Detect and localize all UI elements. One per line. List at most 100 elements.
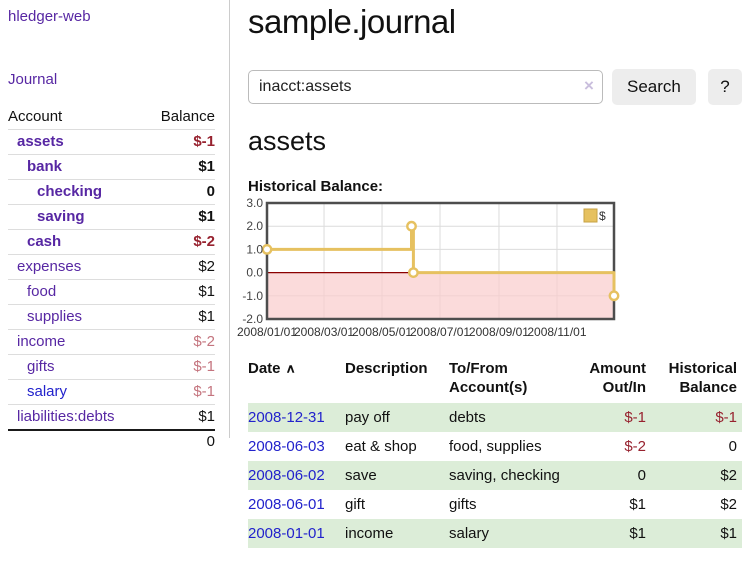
account-balance: $1: [145, 304, 215, 330]
account-row: liabilities:debts $1: [8, 404, 215, 430]
account-balance: $-2: [145, 329, 215, 355]
svg-text:2008/03/01: 2008/03/01: [294, 325, 354, 339]
account-balance: $-1: [145, 129, 215, 155]
svg-text:2008/01/01: 2008/01/01: [237, 325, 297, 339]
register-header-amount: Amount Out/In: [589, 360, 646, 396]
transaction-balance: 0: [728, 438, 737, 455]
transaction-description: eat & shop: [345, 438, 417, 455]
register-row: 2008-06-01 gift gifts $1 $2: [248, 490, 742, 519]
account-balance: $1: [145, 404, 215, 430]
account-link[interactable]: checking: [37, 183, 103, 200]
svg-text:1.0: 1.0: [246, 242, 263, 256]
transaction-accounts: gifts: [449, 496, 477, 513]
chart-title: Historical Balance:: [248, 178, 384, 195]
svg-text:2008/07/01: 2008/07/01: [410, 325, 470, 339]
account-heading: assets: [248, 126, 327, 156]
transaction-accounts: saving, checking: [449, 461, 561, 490]
account-row: expenses $2: [8, 254, 215, 280]
account-row: assets $-1: [8, 129, 215, 155]
register-header-row: Date ∧ Description To/From Account(s) Amo…: [248, 357, 742, 403]
search-input[interactable]: [248, 70, 603, 104]
search-box: ×: [248, 70, 603, 104]
accounts-total-row: 0: [8, 429, 215, 453]
account-balance: $-1: [145, 354, 215, 380]
main-content: sample.journal × Search ? assets Histori…: [237, 0, 742, 548]
account-row: income $-2: [8, 329, 215, 355]
transaction-description: income: [345, 519, 449, 548]
transaction-balance: $2: [646, 461, 742, 490]
register-row: 2008-06-02 save saving, checking 0 $2: [248, 461, 742, 490]
account-balance: $1: [145, 279, 215, 305]
account-row: supplies $1: [8, 304, 215, 330]
transaction-balance: $2: [720, 496, 737, 513]
account-row: bank $1: [8, 154, 215, 180]
account-balance: $2: [145, 254, 215, 280]
transaction-balance: $-1: [646, 403, 742, 432]
account-link[interactable]: salary: [27, 383, 68, 400]
account-link[interactable]: saving: [37, 208, 85, 225]
page-title: sample.journal: [248, 3, 456, 40]
transaction-balance: $1: [646, 519, 742, 548]
transaction-date-link[interactable]: 2008-06-01: [248, 496, 325, 513]
sidebar-divider: [229, 0, 230, 438]
register-row: 2008-12-31 pay off debts $-1 $-1: [248, 403, 742, 432]
help-button[interactable]: ?: [707, 69, 742, 105]
transaction-amount: $-1: [561, 403, 646, 432]
account-link[interactable]: supplies: [27, 308, 83, 325]
register-row: 2008-01-01 income salary $1 $1: [248, 519, 742, 548]
app-title-link[interactable]: hledger-web: [8, 8, 91, 25]
svg-text:0.0: 0.0: [246, 266, 263, 280]
accounts-total-balance: 0: [145, 429, 215, 453]
account-link[interactable]: expenses: [17, 258, 82, 275]
account-balance: 0: [145, 179, 215, 205]
accounts-header-balance: Balance: [160, 108, 215, 125]
transaction-date-link[interactable]: 2008-12-31: [248, 409, 325, 426]
register-row: 2008-06-03 eat & shop food, supplies $-2 0: [248, 432, 742, 461]
chart-canvas: $3.0 2.0 1.0 0.0 -1.0 -2.02008/01/012008/03/0…: [237, 196, 620, 339]
account-row: checking 0: [8, 179, 215, 205]
account-row: saving $1: [8, 204, 215, 230]
sidebar-item-journal[interactable]: Journal: [8, 71, 58, 88]
transaction-description: save: [345, 461, 449, 490]
svg-text:-1.0: -1.0: [242, 289, 263, 303]
register-header-date[interactable]: Date ∧: [248, 360, 296, 377]
account-row: gifts $-1: [8, 354, 215, 380]
accounts-table: Account Balance assets $-1 bank $1 checking 0…: [8, 105, 215, 453]
sidebar: hledger-web Journal Account Balance asse…: [0, 0, 230, 453]
transaction-amount: 0: [561, 461, 646, 490]
account-link[interactable]: assets: [17, 133, 64, 150]
account-link[interactable]: gifts: [27, 358, 55, 375]
account-link[interactable]: liabilities:debts: [17, 408, 115, 425]
clear-search-icon[interactable]: ×: [584, 76, 594, 95]
svg-text:$: $: [599, 209, 606, 223]
transaction-description: pay off: [345, 403, 449, 432]
transaction-accounts: food, supplies: [449, 438, 542, 455]
account-balance: $-2: [145, 229, 215, 255]
account-balance: $1: [145, 204, 215, 230]
svg-text:2008/11/01: 2008/11/01: [527, 325, 586, 339]
account-link[interactable]: cash: [27, 233, 62, 250]
account-link[interactable]: bank: [27, 158, 63, 175]
register-header-balance: Historical Balance: [668, 360, 737, 396]
transaction-date-link[interactable]: 2008-06-03: [248, 438, 325, 455]
register-header-description: Description: [345, 360, 428, 377]
search-form: × Search ?: [248, 69, 742, 105]
transaction-description: gift: [345, 496, 366, 513]
account-link[interactable]: income: [17, 333, 66, 350]
transaction-date-link[interactable]: 2008-06-02: [248, 467, 325, 484]
transaction-date-link[interactable]: 2008-01-01: [248, 525, 325, 542]
transaction-amount: $1: [629, 496, 646, 513]
register-table: Date ∧ Description To/From Account(s) Amo…: [248, 357, 742, 548]
svg-text:2008/09/01: 2008/09/01: [469, 325, 529, 339]
svg-text:2.0: 2.0: [246, 219, 263, 233]
accounts-header-account: Account: [8, 108, 63, 125]
transaction-accounts: salary: [449, 519, 561, 548]
search-button[interactable]: Search: [611, 69, 696, 105]
account-link[interactable]: food: [27, 283, 57, 300]
account-row: food $1: [8, 279, 215, 305]
sort-ascending-icon: ∧: [285, 361, 296, 375]
account-balance: $1: [145, 154, 215, 180]
svg-text:2008/05/01: 2008/05/01: [352, 325, 412, 339]
transaction-amount: $1: [561, 519, 646, 548]
svg-text:-2.0: -2.0: [242, 312, 263, 326]
